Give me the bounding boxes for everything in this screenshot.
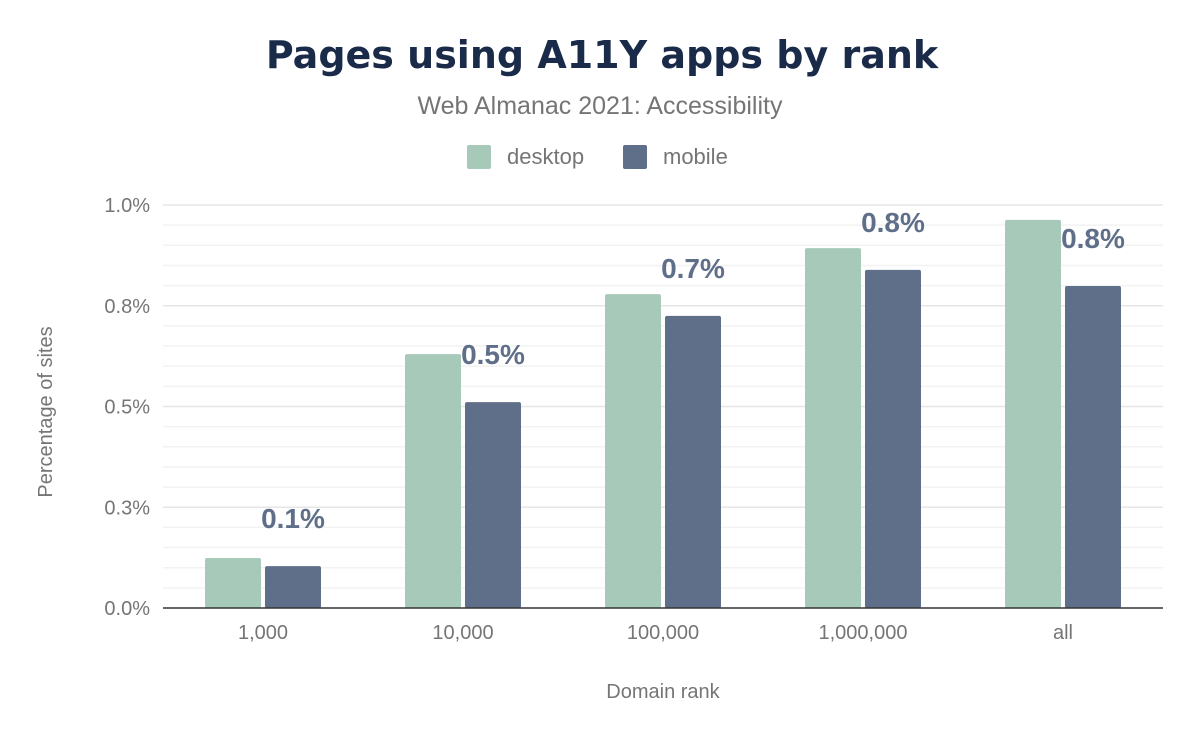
x-tick-label: 1,000 bbox=[238, 622, 288, 644]
bar-mobile bbox=[465, 402, 521, 608]
data-label: 0.1% bbox=[261, 503, 325, 534]
legend-label-mobile: mobile bbox=[663, 144, 728, 169]
bar-desktop bbox=[1005, 219, 1061, 608]
legend-label-desktop: desktop bbox=[507, 144, 584, 169]
gridlines bbox=[163, 204, 1163, 589]
bars bbox=[205, 219, 1121, 608]
y-tick-label: 0.8% bbox=[104, 296, 150, 318]
legend-swatch-mobile bbox=[623, 145, 647, 169]
x-tick-label: 10,000 bbox=[432, 622, 493, 644]
y-tick-label: 0.0% bbox=[104, 598, 150, 620]
bar-mobile bbox=[1065, 286, 1121, 608]
x-axis-ticks: 1,000 10,000 100,000 1,000,000 all bbox=[238, 622, 1073, 644]
y-axis-label: Percentage of sites bbox=[35, 326, 57, 497]
bar-mobile bbox=[265, 566, 321, 608]
legend: desktop mobile bbox=[467, 144, 728, 169]
x-tick-label: 100,000 bbox=[627, 622, 699, 644]
data-labels: 0.1% 0.5% 0.7% 0.8% 0.8% bbox=[261, 207, 1125, 534]
legend-swatch-desktop bbox=[467, 145, 491, 169]
x-tick-label: all bbox=[1053, 622, 1073, 644]
bar-mobile bbox=[865, 269, 921, 608]
chart-subtitle: Web Almanac 2021: Accessibility bbox=[417, 92, 783, 120]
y-tick-label: 0.5% bbox=[104, 397, 150, 419]
x-tick-label: 1,000,000 bbox=[819, 622, 908, 644]
y-tick-label: 0.3% bbox=[104, 497, 150, 519]
chart-title: Pages using A11Y apps by rank bbox=[266, 33, 939, 77]
bar-desktop bbox=[805, 248, 861, 608]
data-label: 0.8% bbox=[861, 207, 925, 238]
bar-desktop bbox=[405, 354, 461, 608]
bar-mobile bbox=[665, 315, 721, 608]
bar-desktop bbox=[605, 294, 661, 608]
x-axis-label: Domain rank bbox=[606, 681, 720, 703]
data-label: 0.7% bbox=[661, 253, 725, 284]
data-label: 0.8% bbox=[1061, 223, 1125, 254]
y-tick-label: 1.0% bbox=[104, 195, 150, 217]
bar-desktop bbox=[205, 558, 261, 608]
data-label: 0.5% bbox=[461, 339, 525, 370]
y-axis-ticks: 0.0% 0.3% 0.5% 0.8% 1.0% bbox=[104, 195, 150, 620]
